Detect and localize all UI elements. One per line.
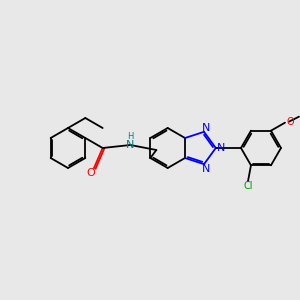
Text: N: N: [202, 123, 210, 133]
Text: O: O: [287, 117, 295, 127]
Text: N: N: [126, 140, 134, 150]
Text: N: N: [202, 164, 210, 174]
Text: O: O: [87, 168, 95, 178]
Text: N: N: [217, 143, 225, 153]
Text: H: H: [127, 132, 134, 141]
Text: Cl: Cl: [243, 181, 253, 191]
